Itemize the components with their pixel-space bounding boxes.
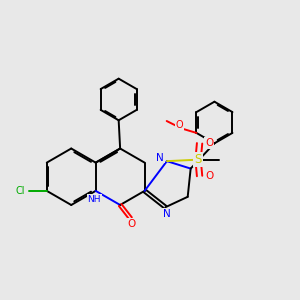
Text: NH: NH — [88, 195, 101, 204]
Text: O: O — [127, 219, 135, 229]
Text: O: O — [205, 171, 213, 181]
Text: O: O — [205, 138, 213, 148]
Text: N: N — [157, 153, 164, 163]
Text: N: N — [163, 209, 171, 219]
Text: Cl: Cl — [15, 186, 25, 196]
Text: O: O — [176, 120, 183, 130]
Text: S: S — [194, 153, 202, 166]
